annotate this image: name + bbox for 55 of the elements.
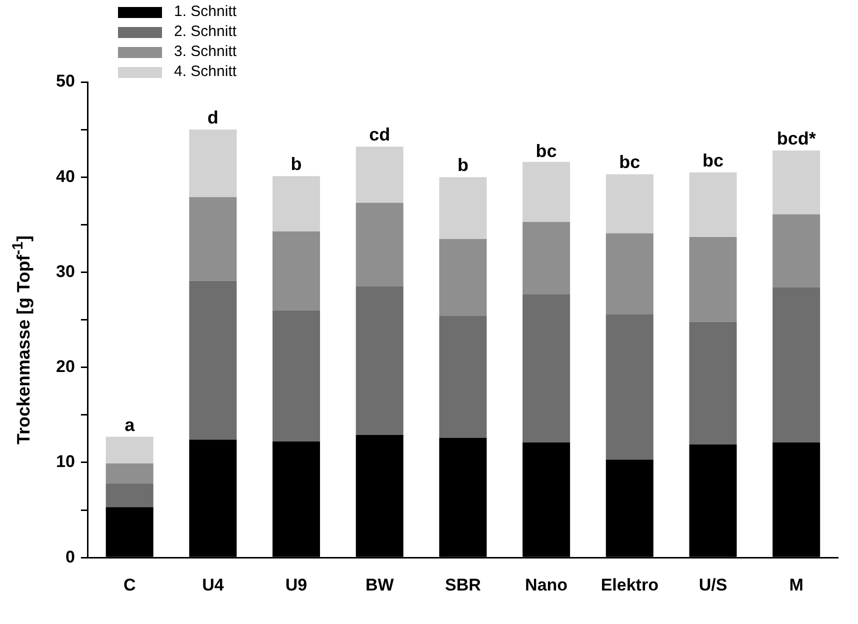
bar: [772, 150, 820, 214]
bar: [356, 286, 404, 435]
annotation: bcd*: [776, 128, 816, 148]
bar: [272, 310, 320, 442]
x-tick-label: U4: [202, 575, 224, 594]
legend-label: 3. Schnitt: [174, 42, 237, 62]
y-tick-label: 30: [56, 262, 75, 281]
annotation: d: [207, 108, 218, 128]
x-tick-label: U/S: [698, 575, 728, 594]
bar: [439, 316, 487, 438]
bar: [106, 463, 154, 484]
bar: [606, 314, 654, 460]
annotation: bc: [702, 150, 724, 170]
bar: [772, 214, 820, 288]
y-tick-label: 40: [56, 166, 75, 186]
bar: [272, 231, 320, 310]
annotation: a: [124, 414, 136, 435]
bar: [106, 436, 154, 464]
x-tick-label: BW: [365, 575, 395, 594]
bar: [189, 197, 237, 281]
y-tick-label: 10: [56, 452, 75, 472]
x-tick-label: C: [123, 575, 136, 594]
bar: [106, 483, 154, 508]
x-tick-label: Elektro: [600, 575, 658, 594]
annotation: b: [290, 154, 302, 174]
bar: [772, 287, 820, 443]
bar: [606, 233, 654, 314]
bar: [522, 294, 570, 443]
x-tick-label: Nano: [525, 575, 568, 594]
bar: [356, 146, 404, 203]
annotation: bc: [536, 140, 557, 161]
bar: [272, 176, 320, 232]
legend-label: 2. Schnitt: [174, 22, 237, 42]
annotation: bc: [619, 152, 640, 172]
y-tick-label: 0: [65, 547, 75, 566]
bar: [606, 174, 654, 234]
x-tick-label: M: [789, 575, 804, 594]
x-tick-label: U9: [285, 575, 308, 594]
bar: [689, 172, 737, 238]
bar: [439, 177, 487, 239]
y-tick-label: 50: [56, 72, 75, 91]
annotation: cd: [369, 124, 390, 145]
bar: [522, 222, 570, 294]
bar: [189, 130, 237, 198]
bar: [356, 202, 404, 287]
y-tick-label: 20: [56, 357, 75, 376]
bar: [189, 280, 237, 440]
annotation: b: [457, 155, 468, 176]
bar: [522, 162, 570, 222]
legend-label: 1. Schnitt: [174, 2, 237, 22]
bar: [689, 237, 737, 322]
bar: [689, 322, 737, 444]
legend-label: 4. Schnitt: [174, 62, 237, 82]
bar: [439, 238, 487, 316]
x-tick-label: SBR: [445, 575, 481, 594]
